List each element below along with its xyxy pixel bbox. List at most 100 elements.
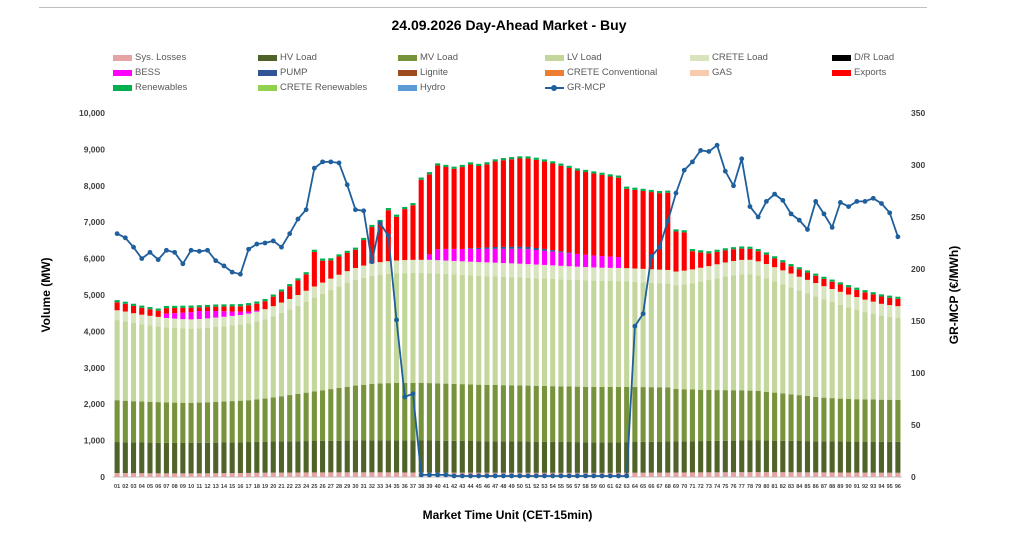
bar-segment (188, 319, 194, 329)
bar-segment (500, 246, 506, 249)
mcp-point (188, 247, 194, 253)
bar-segment (163, 442, 169, 474)
bar-segment (574, 266, 580, 280)
bar-segment (459, 440, 465, 473)
bar-segment (270, 296, 276, 307)
mcp-point (435, 472, 441, 478)
mcp-point (747, 204, 753, 210)
bar-segment (237, 314, 243, 325)
y2-tick-label: 200 (911, 264, 925, 274)
bar-segment (870, 301, 876, 314)
bar-segment (344, 386, 350, 441)
bar-segment (451, 440, 457, 473)
mcp-point (829, 225, 835, 230)
bar-segment (254, 321, 260, 400)
bar-segment (517, 385, 523, 442)
bar-segment (402, 260, 408, 274)
bar-segment (878, 315, 885, 400)
bar-segment (180, 328, 186, 403)
bar-segment (246, 442, 252, 473)
bar-segment (254, 303, 260, 311)
bar-segment (492, 248, 498, 263)
mcp-point (862, 199, 868, 204)
legend-swatch (832, 69, 851, 76)
bar-segment (870, 294, 876, 302)
x-tick-label: 66 (648, 484, 654, 490)
x-tick-label: 69 (673, 484, 679, 490)
bar-segment (344, 282, 350, 387)
bar-segment (352, 472, 359, 477)
bar-segment (213, 306, 219, 312)
bar-segment (459, 248, 465, 262)
bar-segment (467, 384, 474, 442)
x-tick-label: 06 (155, 484, 161, 490)
bar-segment (155, 473, 161, 477)
bar-segment (739, 246, 745, 249)
bar-segment (213, 326, 219, 402)
bar-segment (607, 256, 613, 268)
bar-segment (410, 205, 416, 260)
legend-swatch (258, 84, 277, 91)
bar-segment (369, 472, 375, 477)
bar-segment (287, 441, 293, 473)
x-tick-label: 67 (656, 484, 662, 490)
bar-segment (517, 156, 523, 159)
bar-segment (632, 472, 638, 477)
bar-segment (295, 305, 301, 394)
bar-segment (328, 290, 334, 390)
bar-segment (837, 304, 843, 399)
bar-segment (714, 440, 720, 473)
bar-segment (328, 389, 334, 441)
bar-segment (262, 298, 268, 302)
bar-segment (328, 278, 334, 291)
bar-segment (632, 187, 638, 190)
bar-segment (139, 307, 145, 315)
bar-segment (451, 383, 457, 441)
bar-segment (788, 264, 794, 267)
legend-swatch (545, 54, 564, 61)
bar-segment (854, 297, 860, 310)
mcp-point (632, 323, 638, 329)
bar-segment (599, 280, 605, 387)
bar-segment (451, 166, 457, 169)
bar-segment (755, 251, 761, 262)
bar-segment (755, 248, 761, 252)
legend-label: BESS (135, 67, 161, 78)
bar-segment (656, 283, 663, 388)
bar-segment (591, 255, 597, 268)
bar-segment (155, 310, 161, 317)
mcp-point (706, 149, 712, 154)
bar-segment (328, 440, 334, 473)
y2-tick-label: 300 (911, 160, 925, 170)
mcp-point (122, 235, 128, 241)
bar-segment (763, 391, 769, 441)
legend-item: CRETE Conventional (545, 67, 657, 78)
bar-segment (213, 401, 219, 443)
bar-segment (163, 327, 169, 403)
bar-segment (476, 262, 482, 276)
bar-segment (484, 262, 490, 277)
bar-segment (665, 269, 671, 284)
bar-segment (262, 301, 268, 310)
bar-segment (533, 278, 539, 386)
bar-segment (114, 400, 120, 443)
x-tick-label: 87 (821, 484, 827, 490)
bar-segment (648, 192, 654, 270)
bar-segment (196, 402, 202, 443)
mcp-point (525, 473, 531, 479)
bar-segment (533, 249, 539, 265)
legend-swatch (113, 54, 132, 61)
bar-segment (303, 290, 309, 302)
bar-segment (566, 442, 572, 473)
bar-segment (303, 472, 309, 477)
bar-segment (533, 385, 539, 442)
bar-segment (566, 386, 572, 443)
mcp-point (805, 227, 810, 232)
bar-segment (270, 472, 276, 477)
mcp-point (533, 473, 539, 479)
bar-segment (361, 384, 367, 441)
y-tick-label: 8,000 (84, 181, 106, 191)
bar-segment (361, 240, 367, 266)
bar-segment (237, 311, 243, 315)
